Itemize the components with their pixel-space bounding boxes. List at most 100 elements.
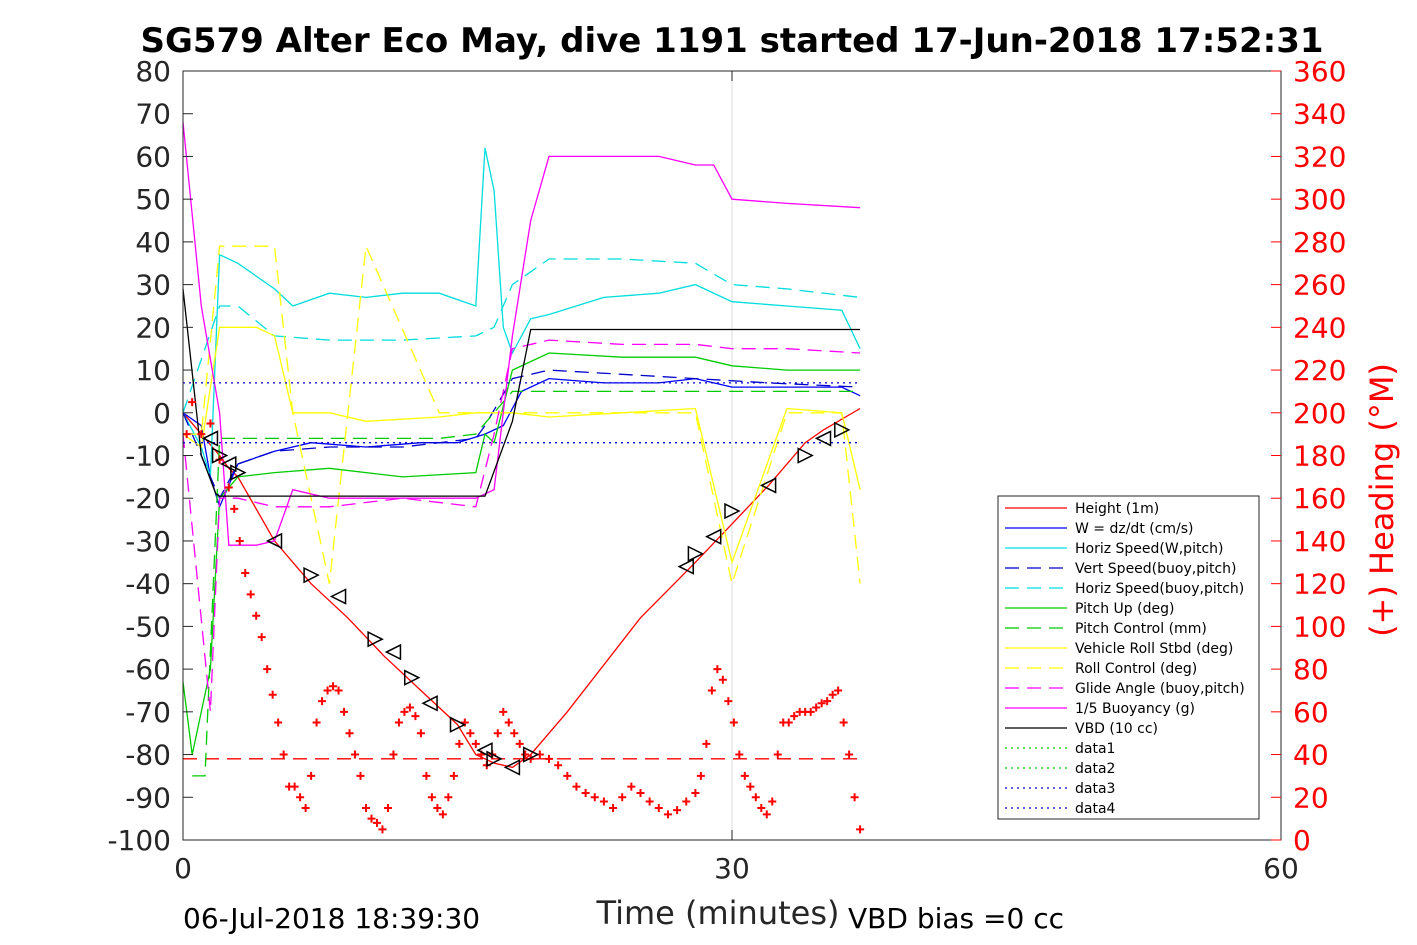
glider-marker [329, 588, 347, 605]
heading-marker [372, 818, 381, 827]
y-tick-label-right: 140 [1293, 525, 1346, 558]
y-tick-label-right: 60 [1293, 696, 1329, 729]
heading-marker [416, 729, 425, 738]
heading-marker [246, 590, 255, 599]
heading-marker [504, 718, 513, 727]
heading-marker [521, 750, 530, 759]
heading-marker [290, 782, 299, 791]
y-tick-label-left: 50 [135, 183, 171, 216]
glider-marker [476, 742, 493, 759]
legend-label: Pitch Up (deg) [1075, 601, 1174, 617]
y-tick-label-right: 260 [1293, 269, 1346, 302]
heading-marker [224, 483, 233, 492]
y-tick-label-right: 340 [1293, 98, 1346, 131]
glider-marker [211, 447, 229, 464]
y-tick-label-right: 80 [1293, 653, 1329, 686]
heading-marker [735, 750, 744, 759]
heading-marker [751, 793, 760, 802]
heading-marker [663, 810, 672, 819]
heading-marker [746, 782, 755, 791]
legend-label: Vert Speed(buoy,pitch) [1075, 561, 1237, 577]
glider-marker [220, 455, 237, 473]
series-line-8 [183, 243, 861, 587]
legend-label: Horiz Speed(buoy,pitch) [1075, 581, 1244, 597]
heading-marker [515, 739, 524, 748]
heading-marker [378, 825, 387, 834]
series-line-0 [182, 407, 861, 769]
heading-marker [645, 797, 654, 806]
heading-marker [618, 793, 627, 802]
glider-marker [486, 750, 503, 768]
legend-label: data4 [1075, 801, 1116, 817]
legend-label: Glide Angle (buoy,pitch) [1075, 681, 1245, 697]
heading-marker [268, 690, 277, 699]
heading-marker [345, 729, 354, 738]
heading-marker [422, 771, 431, 780]
glider-marker [677, 558, 694, 575]
heading-marker [691, 789, 700, 798]
glider-marker [522, 746, 540, 763]
heading-marker [323, 686, 332, 695]
glider-marker [303, 566, 320, 584]
series-line-7 [182, 326, 861, 565]
heading-marker [784, 718, 793, 727]
legend: Height (1m) W = dz/dt (cm/s) Horiz Speed(W… [997, 495, 1260, 820]
data-layer [182, 122, 865, 834]
heading-marker [362, 803, 370, 812]
y-tick-label-right: 20 [1293, 781, 1329, 814]
glider-marker [687, 545, 705, 562]
glider-marker [404, 669, 421, 686]
heading-marker [499, 707, 508, 716]
footer-timestamp: 06-Jul-2018 18:39:30 [183, 902, 480, 935]
glider-marker [724, 502, 741, 520]
heading-marker [707, 686, 716, 695]
heading-marker [257, 633, 266, 642]
heading-marker [405, 703, 414, 712]
heading-marker [599, 797, 608, 806]
glider-marker [265, 532, 283, 550]
heading-marker [713, 665, 722, 674]
heading-marker [828, 690, 837, 699]
heading-marker [806, 707, 815, 716]
footer-vbd-bias: VBD bias =0 cc [848, 902, 1064, 935]
glider-marker [797, 447, 814, 464]
heading-marker [312, 718, 321, 727]
glider-marker [834, 421, 851, 439]
heading-marker [334, 686, 343, 695]
heading-marker [545, 754, 553, 763]
heading-marker [718, 675, 727, 684]
heading-marker [817, 699, 826, 708]
heading-marker [823, 697, 832, 706]
y-tick-label-left: -100 [107, 824, 171, 857]
y-tick-label-left: -70 [125, 696, 171, 729]
heading-marker [252, 611, 261, 620]
y-tick-label-left: 30 [135, 269, 171, 302]
heading-marker [493, 729, 502, 738]
heading-marker [834, 686, 843, 695]
heading-marker [773, 750, 782, 759]
y-tick-label-right: 320 [1293, 140, 1346, 173]
legend-label: Vehicle Roll Stbd (deg) [1075, 641, 1233, 657]
glider-marker [503, 759, 521, 776]
series-line-2 [182, 147, 861, 478]
legend-label: W = dz/dt (cm/s) [1075, 521, 1194, 537]
y-tick-label-right: 240 [1293, 311, 1346, 344]
legend-label: Height (1m) [1075, 501, 1159, 517]
glider-marker [705, 528, 722, 545]
heading-marker [383, 803, 392, 812]
heading-marker [389, 750, 398, 759]
heading-marker [340, 707, 349, 716]
legend-label: data2 [1075, 761, 1115, 777]
heading-marker [729, 718, 738, 727]
y-tick-label-right: 200 [1293, 397, 1346, 430]
x-tick-label: 0 [174, 852, 192, 885]
y-tick-label-left: 20 [135, 311, 171, 344]
heading-marker [296, 793, 305, 802]
heading-marker [696, 771, 705, 780]
y-tick-label-left: -20 [125, 482, 171, 515]
heading-marker [241, 568, 250, 577]
series-line-11 [182, 288, 861, 497]
heading-marker [367, 814, 376, 823]
heading-marker [197, 430, 206, 439]
